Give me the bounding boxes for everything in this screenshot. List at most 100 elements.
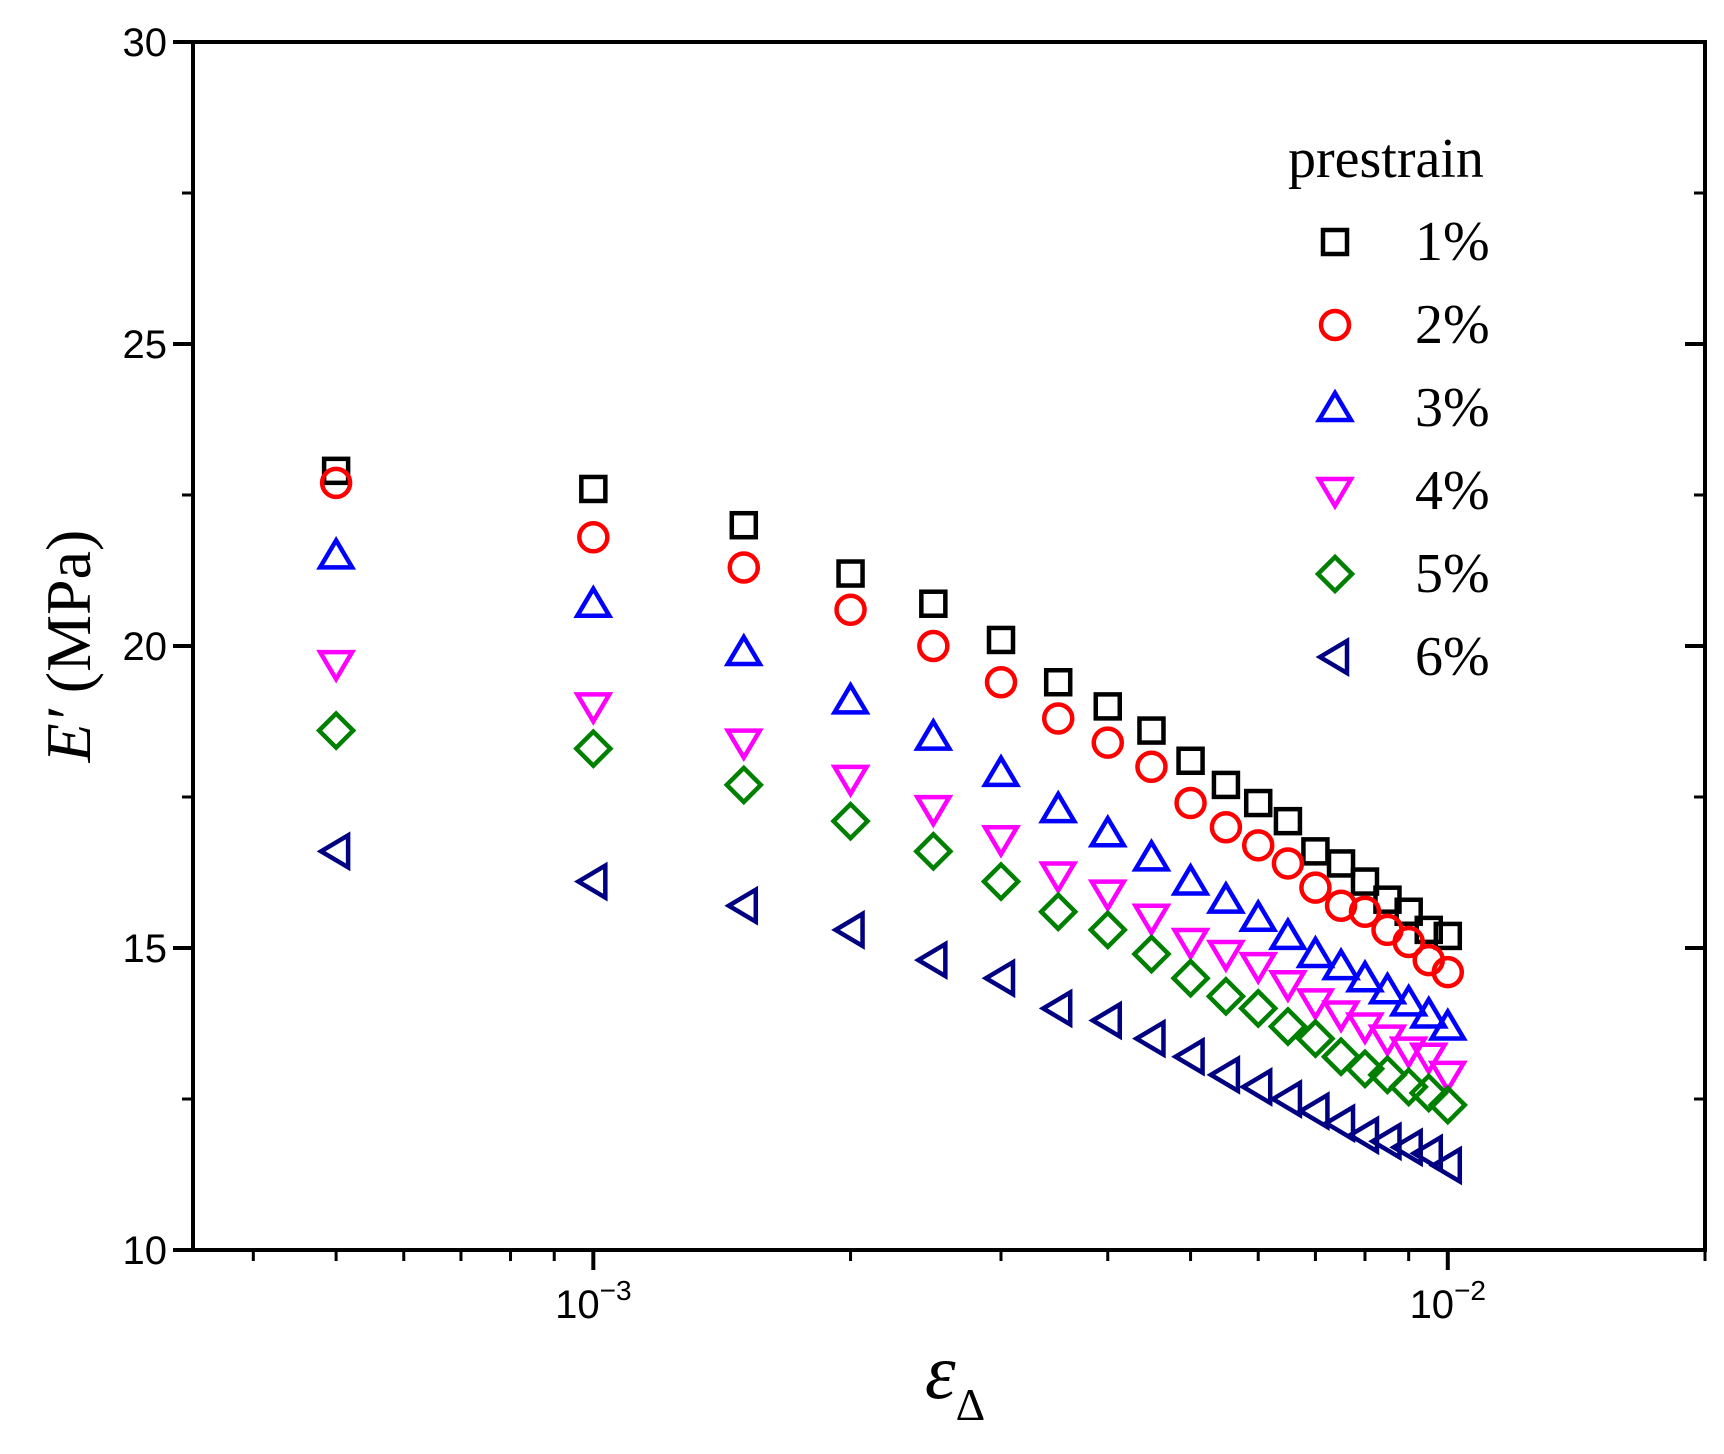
data-point xyxy=(831,909,865,950)
x-tick-label: 10−2 xyxy=(1410,1275,1486,1327)
data-point xyxy=(1238,988,1279,1029)
data-point xyxy=(1427,1007,1468,1041)
data-point xyxy=(1174,786,1207,820)
legend-marker xyxy=(1314,553,1356,595)
data-point xyxy=(1371,913,1404,947)
legend-entry: 1% xyxy=(1320,211,1490,273)
y-tick-label: 10 xyxy=(123,1229,168,1273)
x-axis-title: εΔ xyxy=(925,1328,985,1430)
data-point xyxy=(727,551,761,584)
series-square xyxy=(321,456,1463,951)
data-point xyxy=(573,728,614,769)
data-point xyxy=(1268,1079,1303,1119)
data-point xyxy=(1267,969,1308,1004)
data-point xyxy=(913,794,954,829)
data-point xyxy=(830,680,871,715)
data-point xyxy=(1093,692,1123,721)
data-point xyxy=(1132,1018,1166,1059)
data-point xyxy=(1135,750,1168,784)
data-point xyxy=(834,593,867,627)
data-point xyxy=(981,753,1021,788)
legend-entry: 5% xyxy=(1314,543,1490,605)
data-point xyxy=(573,861,608,902)
data-point xyxy=(1243,788,1273,818)
data-point xyxy=(981,958,1016,999)
data-point xyxy=(1321,1103,1356,1144)
legend-entry: 4% xyxy=(1315,460,1490,522)
data-point xyxy=(724,885,759,926)
y-axis-title: E′ (MPa) xyxy=(33,530,104,764)
data-point xyxy=(1350,867,1380,896)
axis-ticks xyxy=(173,40,1707,1270)
legend-marker xyxy=(1320,227,1350,257)
data-point xyxy=(1299,871,1332,904)
data-point xyxy=(1205,939,1246,974)
data-point xyxy=(1171,1036,1205,1077)
data-point xyxy=(1428,1145,1463,1186)
x-tick-label: 10−3 xyxy=(555,1275,631,1327)
data-point xyxy=(1388,1066,1429,1108)
data-point xyxy=(1038,789,1079,824)
data-point xyxy=(1087,879,1128,914)
data-point xyxy=(1241,829,1275,862)
data-point xyxy=(577,521,610,554)
legend-label: 6% xyxy=(1415,626,1490,688)
data-point xyxy=(913,940,948,981)
data-point xyxy=(579,474,608,504)
data-point xyxy=(1345,1115,1380,1156)
data-point xyxy=(1091,726,1125,759)
data-point xyxy=(1408,995,1449,1029)
data-point xyxy=(1367,1054,1408,1096)
x-axis-symbol: ε xyxy=(925,1328,956,1415)
data-point xyxy=(1348,895,1382,929)
data-point xyxy=(1205,976,1247,1017)
data-point xyxy=(316,649,357,684)
data-point xyxy=(1176,746,1205,776)
data-point xyxy=(1320,1036,1362,1077)
data-point xyxy=(319,466,353,500)
legend-label: 3% xyxy=(1415,377,1490,439)
y-axis-unit-spacer xyxy=(33,693,104,709)
data-point xyxy=(1209,810,1243,844)
data-point xyxy=(1038,891,1079,932)
data-point xyxy=(1038,988,1073,1029)
data-point xyxy=(1392,925,1425,959)
data-point xyxy=(723,632,764,667)
data-point xyxy=(1427,1084,1468,1126)
data-point xyxy=(919,589,948,618)
legend-marker xyxy=(1315,388,1355,423)
data-point xyxy=(1043,667,1073,697)
data-point xyxy=(316,535,357,570)
data-point xyxy=(980,861,1022,902)
data-point xyxy=(986,625,1016,655)
data-point xyxy=(1088,1000,1123,1041)
data-point xyxy=(1238,898,1279,933)
data-point xyxy=(1137,716,1166,745)
legend-entry: 3% xyxy=(1315,377,1490,439)
data-point xyxy=(1409,1133,1443,1174)
legend-entry: 2% xyxy=(1318,294,1490,356)
data-point xyxy=(1388,982,1429,1017)
data-point xyxy=(1296,1091,1330,1132)
data-point xyxy=(729,510,759,540)
data-point xyxy=(984,665,1018,699)
data-point xyxy=(1087,813,1128,848)
x-tick-exponent: −2 xyxy=(1454,1275,1486,1306)
data-point xyxy=(1431,955,1465,989)
data-point xyxy=(321,456,351,486)
data-point xyxy=(917,629,950,663)
data-point xyxy=(913,717,954,751)
data-point xyxy=(723,728,764,763)
data-point xyxy=(1408,1042,1449,1077)
data-point xyxy=(836,559,865,588)
data-point xyxy=(1041,702,1075,735)
data-point xyxy=(315,710,357,751)
legend-entry: 6% xyxy=(1315,626,1490,688)
data-point xyxy=(830,764,871,799)
y-axis-symbol: E′ xyxy=(33,708,104,763)
data-point xyxy=(1326,849,1356,878)
data-point xyxy=(723,764,764,806)
data-point xyxy=(1170,927,1211,962)
